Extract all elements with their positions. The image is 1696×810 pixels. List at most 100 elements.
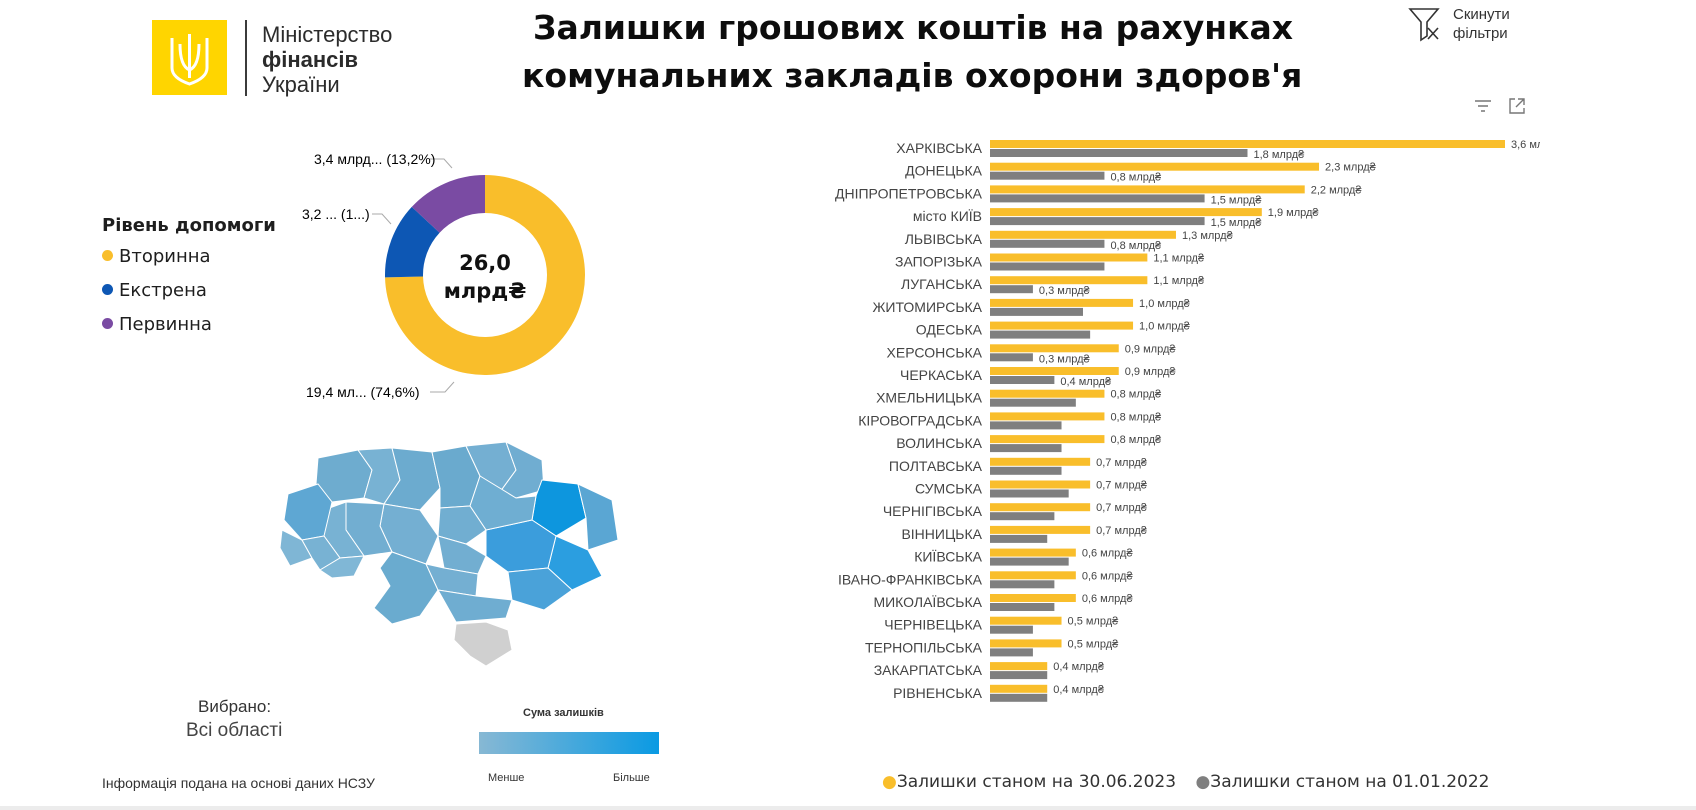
- bar-2022-label: 0,8 млрд₴: [1110, 240, 1162, 252]
- ukraine-choropleth-map[interactable]: [280, 440, 640, 680]
- bar-2023[interactable]: [990, 298, 1134, 307]
- donut-leader-emergency: [372, 213, 392, 225]
- bar-2023[interactable]: [990, 639, 1062, 648]
- bar-2022[interactable]: [990, 194, 1205, 203]
- category-label: місто КИЇВ: [913, 208, 982, 224]
- donut-slice-2[interactable]: [411, 175, 485, 233]
- legend-item-primary[interactable]: Первинна: [102, 314, 212, 335]
- bar-2022[interactable]: [990, 512, 1055, 521]
- bar-2022[interactable]: [990, 239, 1105, 248]
- legend-label-emergency: Екстрена: [119, 280, 207, 301]
- logo-divider: [245, 20, 247, 96]
- bar-2022[interactable]: [990, 307, 1083, 316]
- bar-2022-label: 1,5 млрд₴: [1211, 217, 1263, 229]
- legend-item-2023[interactable]: ●Залишки станом на 30.06.2023: [882, 772, 1176, 792]
- legend-dot-primary: [102, 318, 113, 329]
- donut-slice-0[interactable]: [385, 175, 585, 375]
- bar-2022[interactable]: [990, 625, 1033, 634]
- filter-icon[interactable]: [1474, 98, 1492, 114]
- map-region-crimea: [453, 621, 513, 667]
- bar-2023[interactable]: [990, 480, 1091, 489]
- category-label: ХАРКІВСЬКА: [896, 140, 982, 156]
- donut-slice-1[interactable]: [385, 206, 440, 278]
- ministry-name-line-1: Міністерство: [262, 22, 393, 47]
- category-label: ЛУГАНСЬКА: [901, 276, 983, 292]
- bar-2022[interactable]: [990, 557, 1069, 566]
- bar-2022[interactable]: [990, 603, 1055, 611]
- bar-2023-label: 0,6 млрд₴: [1082, 570, 1134, 582]
- bar-2023-label: 3,6 млрд₴: [1511, 139, 1540, 151]
- bar-2023-label: 0,8 млрд₴: [1110, 389, 1162, 401]
- bar-2022[interactable]: [990, 534, 1048, 543]
- category-label: ОДЕСЬКА: [916, 322, 983, 338]
- legend-dot-emergency: [102, 284, 113, 295]
- bar-2022[interactable]: [990, 285, 1033, 294]
- category-label: ХЕРСОНСЬКА: [887, 344, 983, 360]
- bar-2022[interactable]: [990, 580, 1055, 589]
- bar-2023[interactable]: [990, 230, 1176, 239]
- bar-2022[interactable]: [990, 353, 1033, 362]
- legend-item-secondary[interactable]: Вторинна: [102, 246, 211, 267]
- bar-2023[interactable]: [990, 571, 1076, 580]
- reset-filters-button[interactable]: Скинути фільтри: [1453, 6, 1510, 42]
- donut-leader-secondary: [430, 381, 455, 393]
- bar-2023[interactable]: [990, 185, 1305, 194]
- category-label: ЖИТОМИРСЬКА: [873, 299, 983, 315]
- bar-2023[interactable]: [990, 503, 1091, 512]
- page-title-line-1: Залишки грошових коштів на рахунках: [533, 8, 1294, 47]
- category-label: ЗАПОРІЗЬКА: [895, 254, 983, 270]
- category-label: РІВНЕНСЬКА: [893, 685, 983, 701]
- bar-2022[interactable]: [990, 217, 1205, 226]
- map-region-luhansk: [577, 483, 619, 551]
- bar-2022[interactable]: [990, 149, 1248, 157]
- focus-mode-icon[interactable]: [1508, 97, 1526, 115]
- bar-2023[interactable]: [990, 162, 1320, 171]
- bar-2023-label: 0,4 млрд₴: [1053, 661, 1105, 673]
- bar-2022[interactable]: [990, 444, 1062, 453]
- bar-2023[interactable]: [990, 525, 1091, 534]
- bar-2023[interactable]: [990, 594, 1076, 602]
- bar-2023[interactable]: [990, 684, 1048, 693]
- legend-item-2022[interactable]: ●Залишки станом на 01.01.2022: [1195, 772, 1489, 792]
- donut-label-secondary: 19,4 мл... (74,6%): [306, 384, 420, 400]
- bar-2023[interactable]: [990, 367, 1119, 375]
- bar-2023-label: 1,0 млрд₴: [1139, 298, 1191, 310]
- bar-2022[interactable]: [990, 376, 1055, 384]
- bar-2022[interactable]: [990, 421, 1062, 430]
- bar-2022[interactable]: [990, 330, 1091, 339]
- bar-2022[interactable]: [990, 671, 1048, 680]
- legend-label-2022: Залишки станом на 01.01.2022: [1210, 772, 1490, 792]
- bar-2023[interactable]: [990, 276, 1148, 285]
- category-label: ДНІПРОПЕТРОВСЬКА: [835, 185, 983, 201]
- category-label: ВОЛИНСЬКА: [896, 435, 982, 451]
- bar-2022[interactable]: [990, 171, 1105, 180]
- bar-2023[interactable]: [990, 457, 1091, 466]
- bar-2023[interactable]: [990, 140, 1505, 148]
- bar-2023[interactable]: [990, 344, 1119, 353]
- bar-2023[interactable]: [990, 389, 1105, 398]
- bar-2023[interactable]: [990, 616, 1062, 625]
- category-label: ЧЕРКАСЬКА: [900, 367, 983, 383]
- bar-2022[interactable]: [990, 489, 1069, 498]
- bar-2023-label: 1,9 млрд₴: [1268, 207, 1320, 219]
- bar-2022[interactable]: [990, 466, 1062, 475]
- bar-2023[interactable]: [990, 548, 1076, 557]
- map-region-cherkasy: [437, 505, 487, 545]
- donut-label-primary: 3,4 млрд... (13,2%): [314, 151, 435, 167]
- bar-2022[interactable]: [990, 398, 1076, 407]
- bar-2022[interactable]: [990, 693, 1048, 702]
- region-bar-chart[interactable]: ХАРКІВСЬКА 3,6 млрд₴ 1,8 млрд₴ ДОНЕЦЬКА 2,3 …: [820, 138, 1540, 758]
- clear-filter-icon[interactable]: [1407, 6, 1441, 42]
- bar-2023[interactable]: [990, 208, 1262, 217]
- bar-2023[interactable]: [990, 321, 1134, 330]
- bar-2022[interactable]: [990, 262, 1105, 271]
- donut-chart[interactable]: 26,0 млрд₴: [360, 150, 620, 400]
- ministry-name-line-3: України: [262, 72, 340, 97]
- bar-2023[interactable]: [990, 412, 1105, 421]
- bar-2023[interactable]: [990, 435, 1105, 444]
- bar-2022[interactable]: [990, 648, 1033, 657]
- bar-2023[interactable]: [990, 662, 1048, 671]
- legend-item-emergency[interactable]: Екстрена: [102, 280, 207, 301]
- bar-2023[interactable]: [990, 253, 1148, 262]
- bar-2023-label: 1,1 млрд₴: [1153, 253, 1205, 265]
